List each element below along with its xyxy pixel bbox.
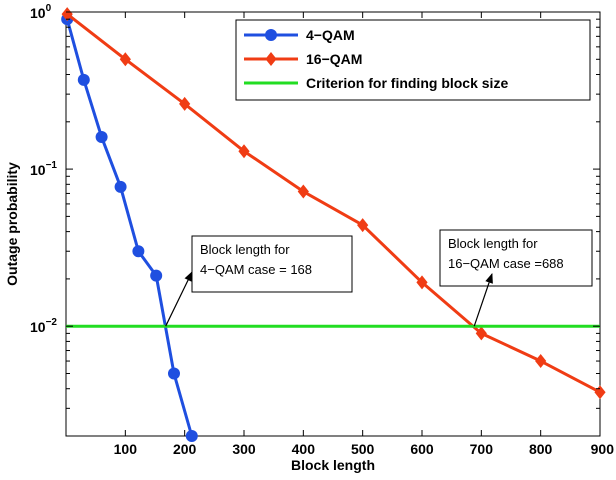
annotation-box xyxy=(191,235,353,293)
annotation-text: 16−QAM case =688 xyxy=(448,256,564,271)
series-line-0 xyxy=(65,18,194,437)
x-tick-label: 500 xyxy=(351,441,375,457)
x-tick-label: 300 xyxy=(232,441,256,457)
y-tick-label: 10−2 xyxy=(30,317,57,335)
annotation-text: Block length for xyxy=(200,242,290,257)
x-tick-label: 600 xyxy=(410,441,434,457)
annotation-arrow xyxy=(165,271,193,327)
legend-label: 16−QAM xyxy=(306,51,362,67)
data-point xyxy=(61,7,73,22)
data-point xyxy=(179,96,191,111)
legend-marker xyxy=(265,52,277,66)
y-axis-label: Outage probability xyxy=(4,162,20,286)
y-tick-label: 100 xyxy=(30,3,52,21)
annotation-box xyxy=(439,229,593,287)
data-point xyxy=(95,131,108,144)
x-tick-label: 700 xyxy=(470,441,494,457)
annotation-text: 4−QAM case = 168 xyxy=(200,262,312,277)
data-point xyxy=(150,269,163,282)
data-point xyxy=(416,275,428,290)
data-point xyxy=(475,326,487,341)
data-point xyxy=(114,180,127,193)
legend-marker xyxy=(265,29,277,41)
data-point xyxy=(238,144,250,159)
y-tick-label: 10−1 xyxy=(30,160,57,178)
data-point xyxy=(167,367,180,380)
legend-label: 4−QAM xyxy=(306,27,355,43)
data-point xyxy=(185,430,198,442)
x-tick-label: 200 xyxy=(173,441,197,457)
data-point xyxy=(535,354,547,369)
x-tick-label: 100 xyxy=(114,441,138,457)
x-tick-label: 900 xyxy=(591,441,615,457)
x-axis-label: Block length xyxy=(291,457,375,473)
data-point xyxy=(357,218,369,233)
legend-label: Criterion for finding block size xyxy=(306,75,508,91)
x-tick-label: 800 xyxy=(529,441,553,457)
annotation-arrow xyxy=(473,273,493,327)
data-point xyxy=(77,73,90,86)
series-line-1 xyxy=(66,12,601,394)
annotation-text: Block length for xyxy=(448,236,538,251)
data-point xyxy=(119,52,131,67)
data-point xyxy=(132,245,145,258)
data-point xyxy=(297,184,309,199)
x-tick-label: 400 xyxy=(292,441,316,457)
